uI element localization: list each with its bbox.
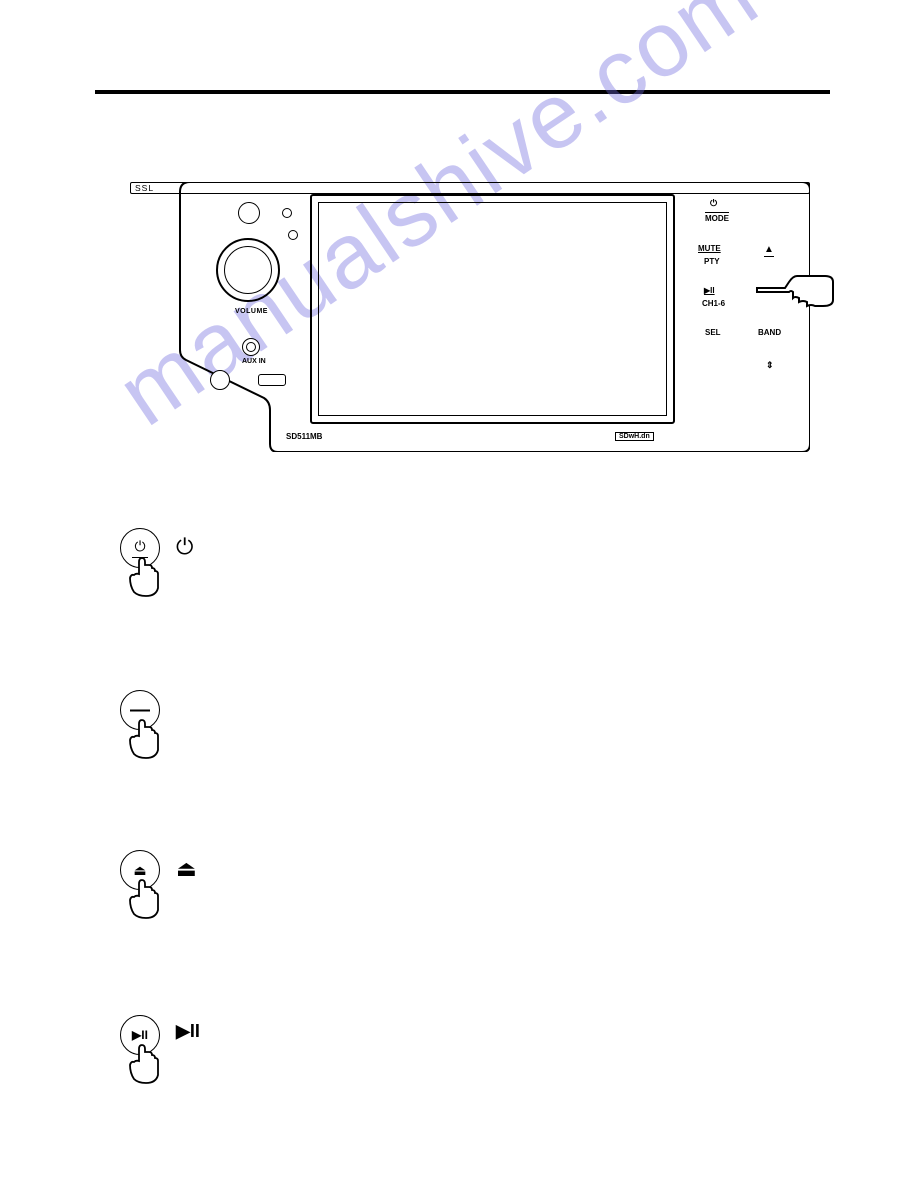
- power-icon: ⏻: [710, 198, 717, 209]
- pty-label: PTY: [704, 257, 720, 266]
- tap-hand-icon: [128, 718, 162, 760]
- volume-knob: [216, 238, 280, 302]
- model-label: SD511MB: [286, 432, 322, 441]
- play-pause-glyph: ▶II: [176, 1021, 200, 1042]
- indicator-dot: [288, 230, 298, 240]
- screen-bezel: [310, 194, 675, 424]
- arrows-icon: ⇕: [766, 360, 774, 371]
- screen: [318, 202, 667, 416]
- tap-hand-icon: [128, 1043, 162, 1085]
- eject-icon: ▲: [764, 244, 774, 255]
- top-button: [238, 202, 260, 224]
- sel-label: SEL: [705, 328, 721, 337]
- auxin-label: AUX IN: [242, 358, 266, 365]
- bottom-button: [210, 370, 230, 390]
- badge-label: SDwH.dn: [615, 432, 654, 441]
- eject-glyph: ⏏: [176, 856, 197, 882]
- band-label: BAND: [758, 328, 781, 337]
- btn-glyph: ⏏: [133, 862, 146, 879]
- mute-label: MUTE: [698, 244, 721, 253]
- eject-glyph: ▲: [764, 244, 774, 257]
- tap-hand-icon: [128, 878, 162, 920]
- tap-hand-icon: [128, 556, 162, 598]
- usb-slot: [258, 374, 286, 386]
- indicator-dot: [282, 208, 292, 218]
- volume-label: VOLUME: [235, 308, 268, 315]
- play-label: ▶II: [704, 286, 715, 295]
- btn-glyph: ⏻: [132, 538, 147, 558]
- btn-glyph: ▶II: [132, 1028, 148, 1042]
- pointing-hand-icon: [755, 270, 835, 320]
- manual-page: manualshive.com VOLUME AUX IN SD511MB SS…: [0, 0, 918, 1188]
- ch-label: CH1-6: [702, 299, 725, 308]
- aux-jack: [242, 338, 260, 356]
- device-illustration: VOLUME AUX IN SD511MB SSL SDwH.dn ⏻ MODE…: [130, 182, 810, 452]
- top-divider: [95, 90, 830, 94]
- mode-label: MODE: [705, 212, 729, 223]
- power-glyph: ⏻: [176, 534, 193, 560]
